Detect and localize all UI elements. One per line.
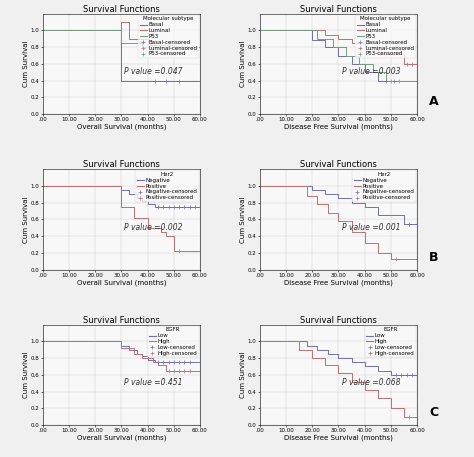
Title: Survival Functions: Survival Functions <box>83 160 160 169</box>
Legend: Basal, Luminal, P53, Basal-censored, Luminal-censored, P53-censored: Basal, Luminal, P53, Basal-censored, Lum… <box>356 15 416 58</box>
Legend: Low, High, Low-censored, High-censored: Low, High, Low-censored, High-censored <box>147 326 199 357</box>
Title: Survival Functions: Survival Functions <box>83 316 160 324</box>
X-axis label: Disease Free Survival (months): Disease Free Survival (months) <box>284 279 393 286</box>
Text: P value =0.068: P value =0.068 <box>342 378 400 388</box>
Text: P value =0.003: P value =0.003 <box>342 67 400 76</box>
Legend: Negative, Positive, Negative-censored, Positive-censored: Negative, Positive, Negative-censored, P… <box>136 170 199 202</box>
X-axis label: Disease Free Survival (months): Disease Free Survival (months) <box>284 123 393 130</box>
Y-axis label: Cum Survival: Cum Survival <box>23 196 29 243</box>
Y-axis label: Cum Survival: Cum Survival <box>240 351 246 398</box>
X-axis label: Overall Survival (months): Overall Survival (months) <box>77 435 166 441</box>
Title: Survival Functions: Survival Functions <box>300 316 377 324</box>
X-axis label: Disease Free Survival (months): Disease Free Survival (months) <box>284 435 393 441</box>
Y-axis label: Cum Survival: Cum Survival <box>240 196 246 243</box>
X-axis label: Overall Survival (months): Overall Survival (months) <box>77 123 166 130</box>
Text: P value =0.047: P value =0.047 <box>125 67 183 76</box>
Text: P value =0.451: P value =0.451 <box>125 378 183 388</box>
Y-axis label: Cum Survival: Cum Survival <box>240 41 246 87</box>
Text: P value =0.002: P value =0.002 <box>125 223 183 232</box>
Y-axis label: Cum Survival: Cum Survival <box>23 41 29 87</box>
Y-axis label: Cum Survival: Cum Survival <box>23 351 29 398</box>
Legend: Basal, Luminal, P53, Basal-censored, Luminal-censored, P53-censored: Basal, Luminal, P53, Basal-censored, Lum… <box>138 15 199 58</box>
Title: Survival Functions: Survival Functions <box>83 5 160 14</box>
Title: Survival Functions: Survival Functions <box>300 5 377 14</box>
Text: P value =0.001: P value =0.001 <box>342 223 400 232</box>
Text: C: C <box>429 406 438 420</box>
Title: Survival Functions: Survival Functions <box>300 160 377 169</box>
X-axis label: Overall Survival (months): Overall Survival (months) <box>77 279 166 286</box>
Legend: Negative, Positive, Negative-censored, Positive-censored: Negative, Positive, Negative-censored, P… <box>353 170 416 202</box>
Legend: Low, High, Low-censored, High-censored: Low, High, Low-censored, High-censored <box>365 326 416 357</box>
Text: B: B <box>429 251 438 264</box>
Text: A: A <box>429 96 438 108</box>
